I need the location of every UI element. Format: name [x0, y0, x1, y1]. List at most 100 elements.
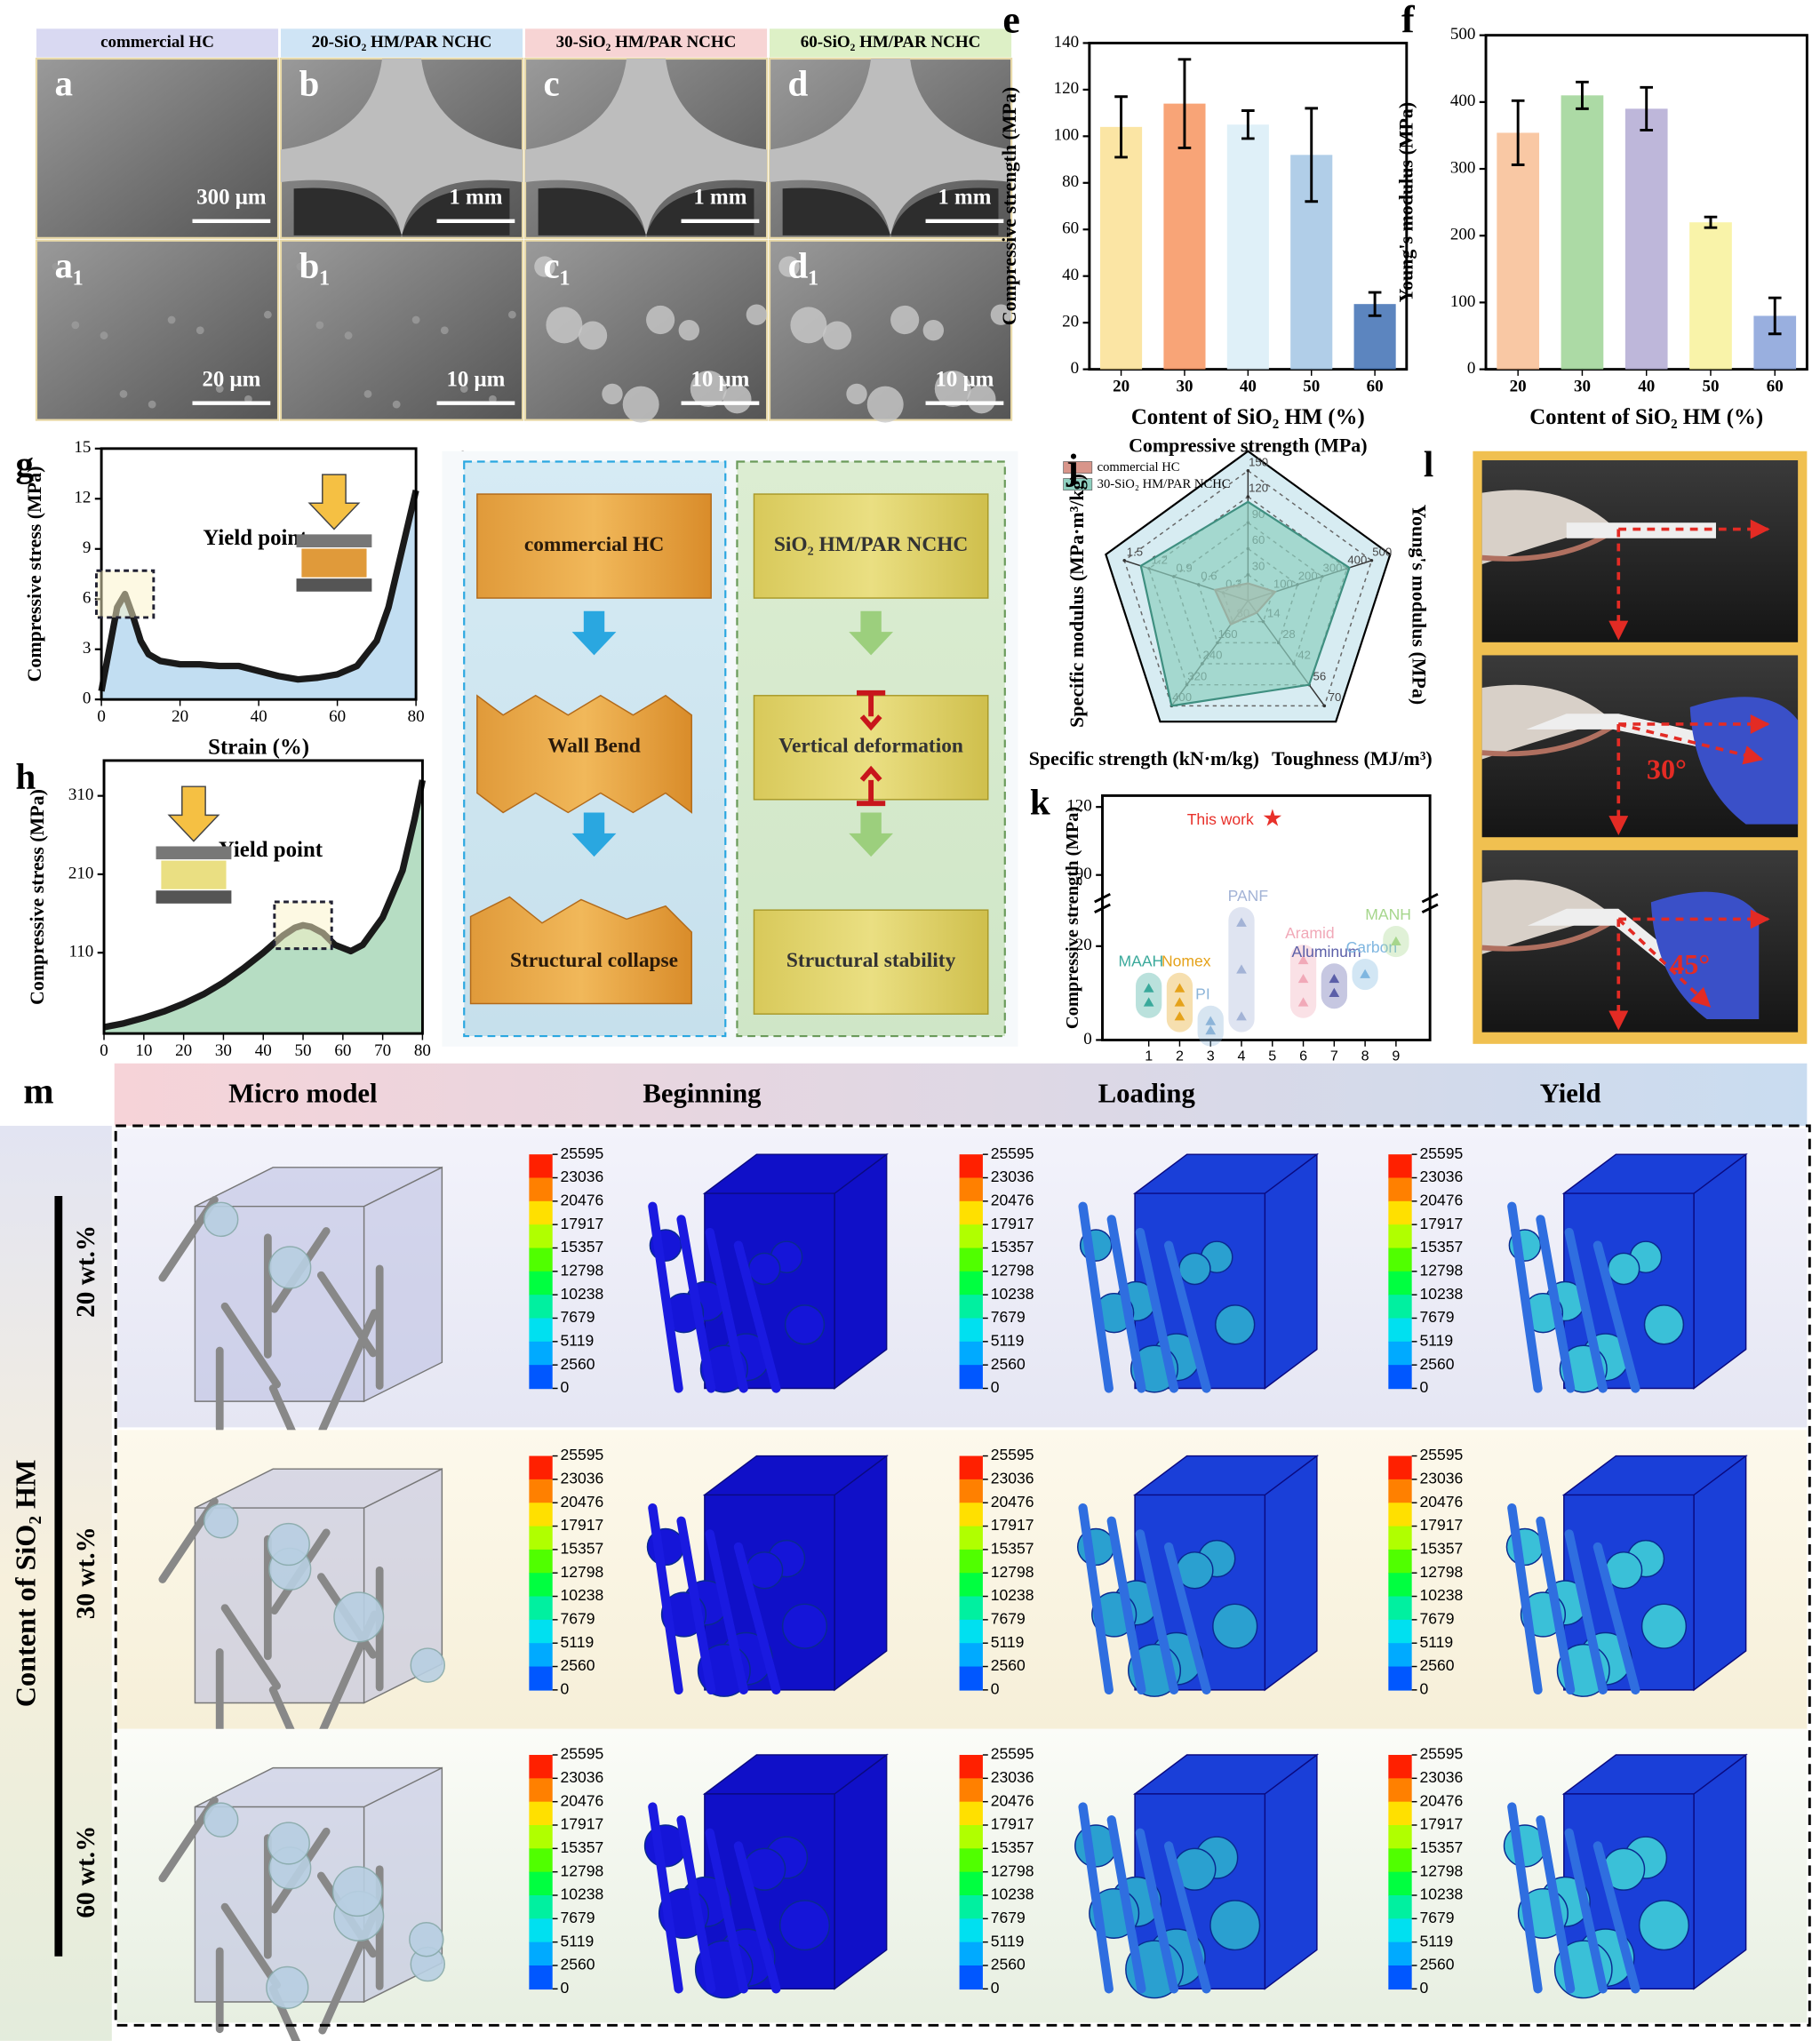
error-bar	[1640, 85, 1654, 132]
colorbar-label: 20476	[991, 1493, 1034, 1511]
panel-label: e	[1002, 0, 1019, 42]
legend-swatch	[1063, 478, 1093, 491]
colorbar-label: 2560	[991, 1656, 1026, 1674]
colorbar-segment	[1388, 1154, 1412, 1179]
void	[538, 187, 754, 235]
colorbar-label: 5119	[991, 1331, 1025, 1349]
particle	[578, 321, 608, 350]
y-tick-label: 20	[1075, 936, 1092, 954]
fem-fiber	[1106, 1516, 1146, 1694]
sem-header	[770, 28, 1012, 58]
particle	[967, 385, 996, 414]
radar-axis-label: Toughness (MJ/m³)	[1272, 747, 1433, 769]
colorbar-segment	[959, 1526, 983, 1551]
colorbar-label: 23036	[1419, 1470, 1463, 1487]
colorbar-segment	[1388, 1643, 1412, 1668]
colorbar-label: 15357	[991, 1838, 1034, 1856]
panel-label: l	[1424, 443, 1433, 484]
colorbar-label: 17917	[560, 1516, 603, 1534]
fem-fiber	[705, 1529, 748, 1694]
radar-tick	[1122, 559, 1126, 562]
x-tick-label: 40	[1638, 377, 1655, 395]
fem-sphere	[1209, 1900, 1261, 1951]
scale-bar-text: 10 μm	[690, 367, 749, 391]
panel-label: g	[16, 443, 35, 484]
legend-text: commercial HC	[1098, 460, 1180, 474]
colorbar-label: 23036	[991, 1470, 1034, 1487]
angle-label: 30°	[1647, 753, 1687, 785]
particle	[148, 400, 156, 409]
sphere	[410, 1647, 446, 1683]
sem-header	[36, 28, 279, 58]
x-tick-label: 60	[334, 1041, 351, 1060]
panel-i-text: SiO₂ HM/PAR NCHC	[774, 533, 968, 556]
point	[1143, 997, 1154, 1007]
colorbar-label: 12798	[1419, 1563, 1463, 1581]
scale-bar-text: 300 μm	[196, 186, 267, 210]
particle	[71, 321, 80, 330]
press-plate	[296, 578, 372, 592]
honeycomb-block	[753, 493, 989, 599]
y-tick-label: 200	[1450, 226, 1476, 244]
colorbar-label: 25595	[1419, 1446, 1463, 1463]
colorbar-label: 25595	[991, 1745, 1034, 1763]
fem-fiber	[1106, 1815, 1146, 1994]
point	[1329, 987, 1340, 998]
x-tick-label: 9	[1392, 1048, 1400, 1064]
fem-fiber	[1135, 1828, 1179, 1994]
colorbar-label: 0	[1419, 1378, 1428, 1396]
panel-label: h	[16, 755, 36, 796]
colorbar-label: 5119	[1419, 1932, 1453, 1949]
colorbar-segment	[959, 1365, 983, 1390]
plot-frame	[1101, 793, 1432, 1041]
panel-i-text: Structural collapse	[510, 949, 678, 972]
fem-fiber	[1536, 1815, 1576, 1994]
point-label: Aluminum	[1292, 943, 1361, 961]
colorbar-label: 5119	[560, 1932, 594, 1949]
press-arrow	[167, 785, 220, 842]
sample-strip	[1526, 714, 1723, 751]
colorbar-label: 15357	[991, 1540, 1034, 1558]
y-tick-label: 100	[1450, 292, 1476, 311]
particle	[459, 385, 468, 393]
colorbar-segment	[1388, 1295, 1412, 1319]
tweezer-tip	[1481, 529, 1614, 562]
y-tick-label: 110	[69, 943, 94, 961]
m-column-title: Loading	[1098, 1078, 1196, 1108]
panel-i-text: Wall Bend	[547, 735, 641, 758]
group-ellipse	[1136, 972, 1162, 1018]
colorbar-label: 20476	[560, 1493, 603, 1511]
colorbar-label: 2560	[1419, 1656, 1454, 1674]
panel-label: f	[1401, 0, 1416, 42]
colorbar-segment	[529, 1666, 553, 1691]
colorbar-segment	[959, 1941, 983, 1966]
colorbar-label: 2560	[991, 1355, 1026, 1373]
y-tick-label: 60	[1062, 219, 1079, 238]
point	[1174, 997, 1185, 1007]
colorbar-segment	[529, 1941, 553, 1966]
x-tick-label: 20	[172, 707, 188, 726]
colorbar-segment	[959, 1573, 983, 1598]
colorbar-segment	[959, 1619, 983, 1644]
x-tick-label: 6	[1299, 1048, 1307, 1064]
radar-tick	[1322, 704, 1327, 708]
panel-i-text: commercial HC	[524, 533, 664, 556]
panel-i-text: Structural stability	[786, 949, 956, 972]
radar-tick	[1246, 468, 1250, 473]
fem-sphere	[778, 1900, 831, 1951]
x-tick-label: 20	[1510, 377, 1527, 395]
colorbar-segment	[529, 1365, 553, 1390]
fem-fiber	[1163, 1542, 1211, 1694]
particle	[990, 304, 1012, 325]
x-tick-label: 1	[1145, 1048, 1153, 1064]
axis-break	[1094, 892, 1111, 914]
x-tick-label: 3	[1207, 1048, 1215, 1064]
colorbar-label: 0	[1419, 1680, 1428, 1698]
fem-fiber	[733, 1240, 781, 1393]
colorbar-label: 20476	[1419, 1791, 1463, 1809]
y-tick-label: 0	[1071, 359, 1080, 378]
particle	[746, 304, 768, 325]
scale-bar-text: 1 mm	[449, 186, 502, 210]
colorbar-segment	[1388, 1801, 1412, 1826]
colorbar-segment	[529, 1965, 553, 1990]
